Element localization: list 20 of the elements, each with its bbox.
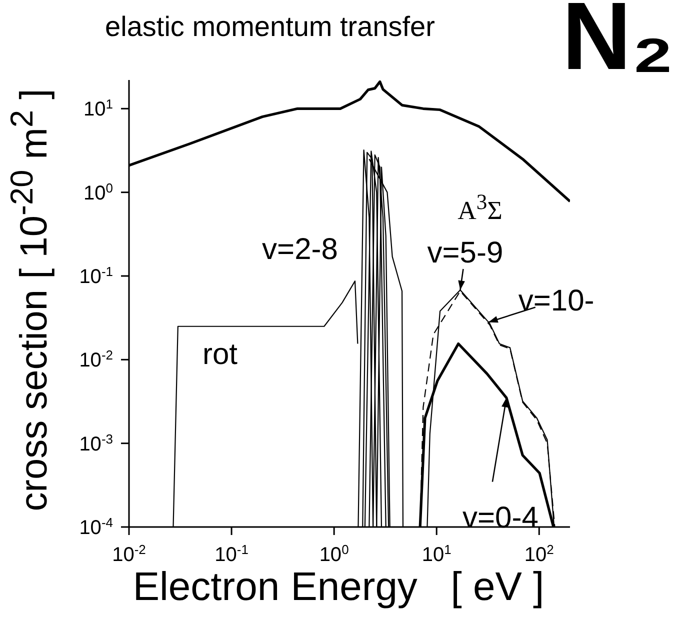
x-tick-label: 10$^{-2}$ bbox=[112, 542, 146, 566]
x-tick-label: 10$^{-1}$ bbox=[214, 542, 248, 566]
annotation: A$^{3}$Σ bbox=[458, 190, 502, 226]
x-axis-title: Electron Energy [ eV ] bbox=[132, 565, 546, 610]
text: elastic momentum transfer bbox=[105, 11, 435, 43]
x-tick-label: 10$^{2}$ bbox=[524, 542, 554, 566]
annotation: v=5-9 bbox=[427, 236, 504, 270]
y-tick-label: 10$^{-3}$ bbox=[79, 430, 113, 456]
annotation: rot bbox=[202, 338, 238, 372]
y-tick-label: 10$^{-4}$ bbox=[79, 514, 113, 539]
chart-title: N₂ bbox=[562, 0, 674, 92]
y-tick-label: 10$^{-2}$ bbox=[79, 347, 113, 372]
annotation: v=10- bbox=[518, 284, 594, 318]
x-tick-label: 10$^{0}$ bbox=[319, 542, 349, 566]
y-tick-label: 10$^{-1}$ bbox=[79, 263, 113, 288]
annotation: v=0-4 bbox=[462, 501, 538, 534]
y-tick-label: 10$^{1}$ bbox=[84, 96, 113, 121]
x-tick-label: 10$^{1}$ bbox=[422, 542, 452, 566]
annotation: v=2-8 bbox=[262, 233, 338, 267]
y-tick-label: 10$^{0}$ bbox=[84, 180, 113, 204]
